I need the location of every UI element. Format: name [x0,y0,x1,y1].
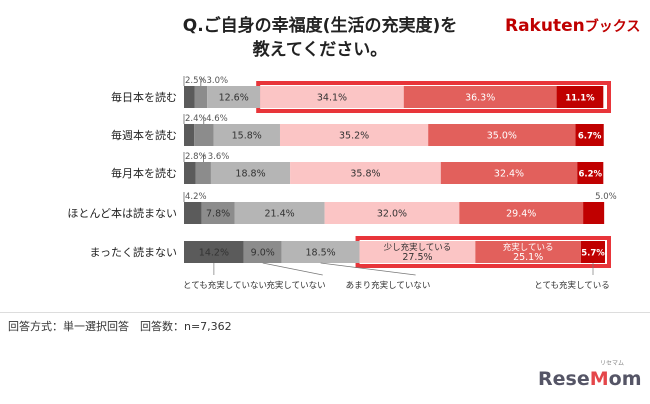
bar-segment [459,202,584,224]
bar-segment [583,202,605,224]
bar-segment [428,124,576,146]
bar-segment [556,86,604,108]
bar-segment [184,162,196,184]
category-label: 毎週本を読む [111,128,177,142]
rakuten-books-logo: Rakutenブックス [505,16,641,36]
data-label: 12.6% [219,93,249,104]
resemom-logo: ReseMom [538,368,642,390]
legend-label: とても充実していない [183,280,267,291]
data-label: 6.2% [578,170,602,180]
bar-segment [195,162,211,184]
bar-segment [324,202,460,224]
category-label: 毎日本を読む [111,90,177,104]
bar-segment [440,162,578,184]
data-label: 14.2% [199,248,229,259]
data-label: 9.0% [251,248,275,259]
data-label: 34.1% [317,93,347,104]
category-label: まったく読まない [89,245,177,259]
data-label: 18.5% [306,248,336,259]
bar-segment [577,162,604,184]
category-label: ほとんど本は読まない [67,206,177,220]
leader-line [200,78,205,86]
bar-segment [234,202,325,224]
data-label: 7.8% [206,209,230,220]
data-label: 35.2% [339,131,369,142]
segment-name-label: 充実している [503,242,554,253]
title-line-1: Q.ご自身の幸福度(生活の充実度)を [182,16,458,36]
data-label: 2.4% [185,114,207,124]
data-label: 18.8% [235,169,265,180]
data-label: 32.4% [494,169,524,180]
bar-segment [581,241,605,263]
segment-name-label: 少し充実している [384,242,452,253]
bar-segment [194,124,214,146]
title-line-2: 教えてください。 [252,40,388,60]
bar-segment [281,241,360,263]
data-label: 25.1% [513,252,543,263]
legend-label: あまり充実していない [346,280,431,291]
category-label: 毎月本を読む [111,166,177,180]
data-label: 36.3% [465,93,495,104]
data-label: 21.4% [264,209,294,220]
data-label: 5.0% [595,192,617,202]
bar-segment [475,241,582,263]
bar-segment [184,241,244,263]
data-label: 27.5% [402,252,432,263]
bar-segment [207,86,261,108]
bar-segment [279,124,429,146]
data-label: 3.0% [207,76,229,86]
data-label: 35.8% [350,169,380,180]
data-label: 2.8% [185,152,207,162]
legend-label: 充実していない [266,280,325,291]
chart-title: Q.ご自身の幸福度(生活の充実度)を 教えてください。 [150,14,490,62]
divider [0,312,650,313]
data-label: 35.0% [487,131,517,142]
data-label: 32.0% [377,209,407,220]
resemom-logo-sub: リセマム [600,360,625,367]
data-label: 6.7% [578,132,602,142]
data-label: 3.6% [208,152,230,162]
bar-segment [290,162,441,184]
data-label: 4.6% [206,114,228,124]
bar-segment [194,86,208,108]
data-label: 11.1% [565,94,595,104]
bar-segment [213,124,280,146]
data-label: 15.8% [232,131,262,142]
bar-segment [201,202,235,224]
bar-segment [359,241,476,263]
data-label: 29.4% [506,209,536,220]
leader-line [203,154,206,162]
bar-segment [184,86,195,108]
data-label: 5.7% [581,249,605,259]
bar-segment [184,202,202,224]
bar-segment [210,162,291,184]
stacked-bar-chart: 毎日本を読む 2.5% 3.0% 12.6% 34.1% 36.3% 11.1% 毎週本を読む… [67,76,617,291]
footnote: 回答方式：単一選択回答 回答数：n=7,362 [8,320,232,333]
bar-segment [403,86,557,108]
data-label: 2.5% [185,76,207,86]
legend-label: とても充実している [534,280,610,291]
bar-segment [184,124,195,146]
legend-leader-line [262,262,323,276]
bar-segment [575,124,604,146]
data-label: 4.2% [185,192,207,202]
bar-segment [243,241,282,263]
legend-leader-line [320,262,416,276]
bar-segment [260,86,404,108]
